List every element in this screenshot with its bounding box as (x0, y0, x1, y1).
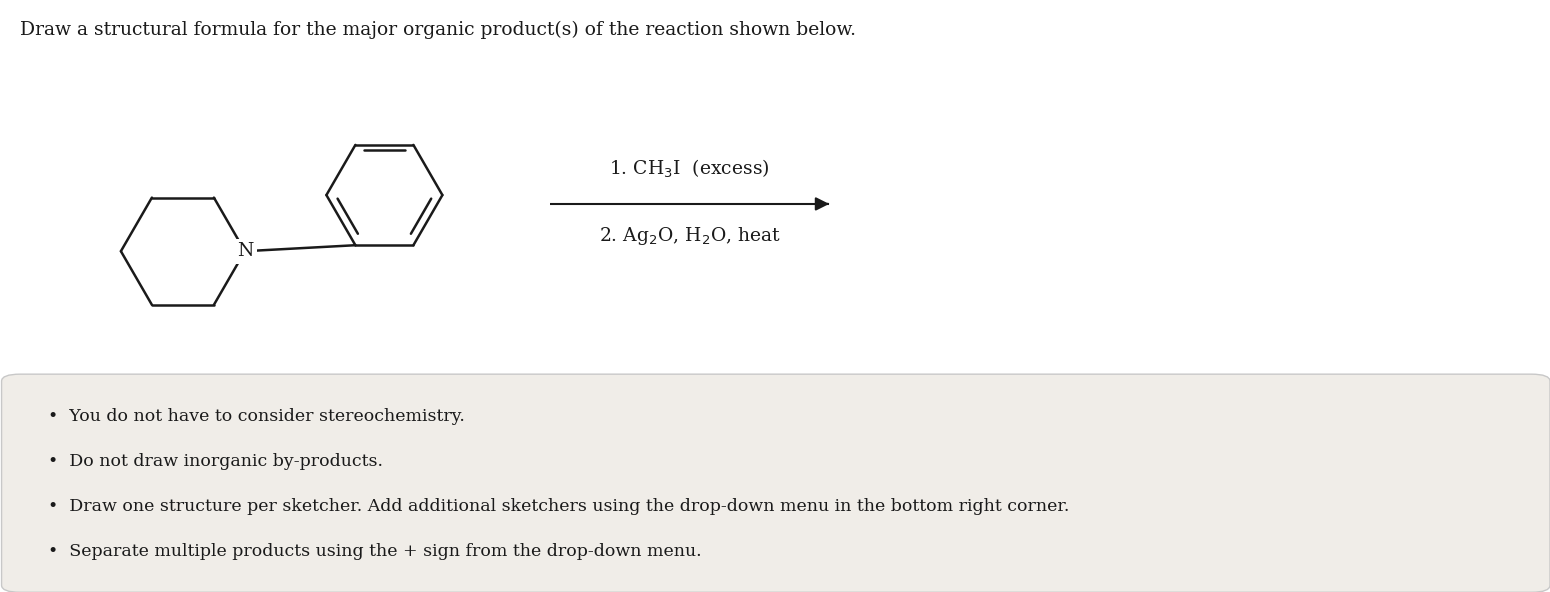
Text: Draw a structural formula for the major organic product(s) of the reaction shown: Draw a structural formula for the major … (20, 21, 856, 39)
Text: 1. CH$_3$I  (excess): 1. CH$_3$I (excess) (609, 157, 770, 179)
Text: N: N (237, 242, 253, 260)
Text: •  Separate multiple products using the + sign from the drop-down menu.: • Separate multiple products using the +… (48, 543, 702, 559)
FancyBboxPatch shape (2, 374, 1550, 592)
Text: •  Draw one structure per sketcher. Add additional sketchers using the drop-down: • Draw one structure per sketcher. Add a… (48, 498, 1069, 514)
Text: 2. Ag$_2$O, H$_2$O, heat: 2. Ag$_2$O, H$_2$O, heat (598, 226, 781, 247)
Text: •  Do not draw inorganic by-products.: • Do not draw inorganic by-products. (48, 453, 383, 470)
Text: •  You do not have to consider stereochemistry.: • You do not have to consider stereochem… (48, 408, 465, 425)
